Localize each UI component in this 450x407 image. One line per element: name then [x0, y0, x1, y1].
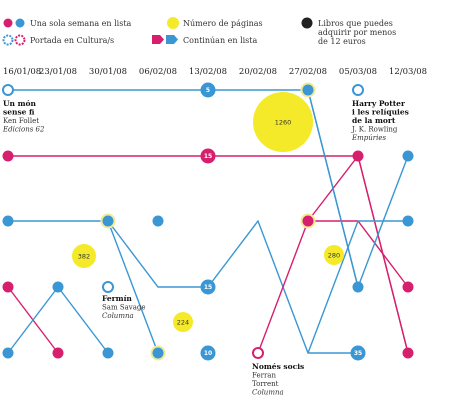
rank-node — [2, 150, 14, 162]
date-label: 16/01/08 — [3, 67, 41, 77]
rank-node — [402, 281, 414, 293]
date-label: 06/02/08 — [139, 67, 177, 77]
rank-node — [152, 215, 164, 227]
one-week-icon-magenta — [3, 18, 13, 28]
rank-node — [200, 148, 216, 164]
date-label: 30/01/08 — [89, 67, 127, 77]
rank-node — [52, 347, 64, 359]
line-magenta-rank2 — [8, 155, 409, 354]
line-un-mon-sense-fi — [8, 89, 359, 288]
date-label: 13/02/08 — [189, 67, 227, 77]
node-number: 5 — [206, 87, 210, 94]
rank-node — [302, 84, 314, 96]
cover-icon-blue — [2, 34, 14, 46]
page-bubble-label: 224 — [177, 318, 189, 326]
label-harry-potter: Harry Potter i les relíquies de la mortJ. … — [351, 99, 409, 142]
rank-node — [200, 345, 216, 361]
continue-icon-magenta — [152, 35, 164, 44]
continue-icon-blue — [166, 35, 178, 44]
line-blue-tail — [307, 220, 408, 354]
book-title: Fermín — [102, 294, 132, 303]
book-author: J. K. Rowling — [351, 126, 398, 134]
rank-node — [102, 347, 114, 359]
pages-icon — [167, 17, 179, 29]
rank-node — [352, 281, 364, 293]
cover-node — [252, 347, 264, 359]
rank-node — [402, 150, 414, 162]
rank-node — [152, 347, 164, 359]
book-title: Només socis — [252, 362, 304, 371]
page-bubble — [72, 244, 96, 268]
rank-node — [102, 215, 114, 227]
ranking-lines — [7, 89, 409, 354]
rank-node — [52, 281, 64, 293]
date-label: 05/03/08 — [339, 67, 377, 77]
node-number: 15 — [204, 153, 212, 160]
rank-node — [402, 215, 414, 227]
rank-node — [302, 215, 314, 227]
legend-affordable: Libros que puedes adquirir por menos de 12… — [318, 19, 396, 46]
node-number: 35 — [354, 350, 362, 357]
page-bubble-label: 1260 — [275, 118, 292, 126]
cover-icon-magenta — [14, 34, 26, 46]
book-author: Ken Follet — [3, 117, 39, 125]
book-title: Un món sense fi — [3, 99, 37, 117]
rank-node — [200, 82, 216, 98]
book-author: Ferran Torrent — [252, 372, 279, 389]
date-label: 20/02/08 — [239, 67, 277, 77]
rank-node — [200, 279, 216, 295]
page-bubble — [324, 245, 344, 265]
node-number: 10 — [204, 350, 212, 357]
page-bubble — [173, 312, 193, 332]
line-magenta-cross — [307, 154, 409, 354]
legend-one-week: Una sola semana en lista — [30, 19, 132, 28]
page-bubbles: 1260 382 280 224 — [72, 92, 344, 332]
rank-node — [352, 150, 364, 162]
book-author: Sam Savage — [102, 304, 146, 312]
legend-cover: Portada en Cultura/s — [30, 36, 114, 45]
cover-node — [2, 84, 14, 96]
legend-pages: Número de páginas — [183, 19, 263, 28]
ranking-nodes: 5 15 15 10 35 — [2, 82, 414, 361]
page-bubble-label: 382 — [78, 252, 90, 260]
line-blue-branch — [107, 220, 159, 354]
cover-node — [352, 84, 364, 96]
legend: Una sola semana en lista Portada en Cultu… — [2, 17, 396, 46]
book-publisher: Columna — [102, 312, 134, 320]
cover-node — [102, 281, 114, 293]
legend-continue: Continúan en lista — [183, 36, 258, 45]
one-week-icon-blue — [15, 18, 25, 28]
rank-node — [2, 281, 14, 293]
rank-node — [2, 215, 14, 227]
rank-node — [350, 345, 366, 361]
page-bubble-label: 280 — [328, 251, 340, 259]
node-number: 15 — [204, 284, 212, 291]
book-publisher: Empúries — [351, 134, 386, 142]
date-label: 23/01/08 — [39, 67, 77, 77]
line-blue-zigzag — [7, 285, 109, 354]
rank-node — [402, 347, 414, 359]
book-title: Harry Potter i les relíquies de la mort — [352, 99, 409, 125]
affordable-icon — [301, 17, 313, 29]
book-publisher: Columna — [252, 389, 284, 397]
rank-node — [2, 347, 14, 359]
page-bubble — [253, 92, 313, 152]
book-publisher: Edicions 62 — [2, 126, 45, 134]
date-label: 27/02/08 — [289, 67, 327, 77]
line-blue-main — [8, 219, 358, 354]
date-label: 12/03/08 — [389, 67, 427, 77]
